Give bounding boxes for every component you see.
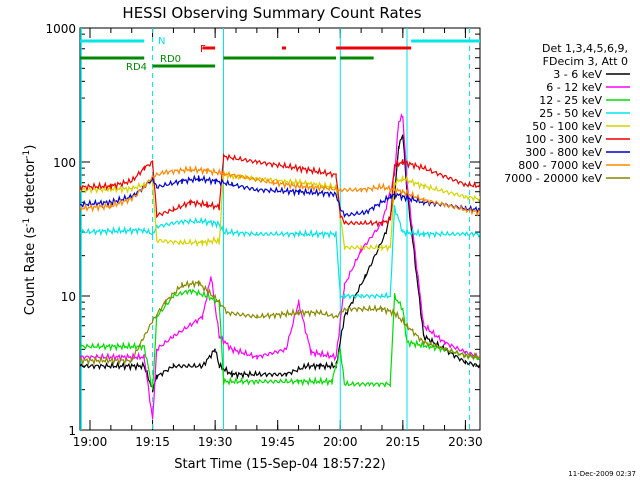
y-tick-label: 1 <box>68 424 76 438</box>
x-tick-label: 19:15 <box>135 435 170 449</box>
series-line <box>80 288 480 390</box>
legend-entry-label: 25 - 50 keV <box>539 107 602 120</box>
rd0-flag-label: RD0 <box>160 54 181 65</box>
y-tick-label: 10 <box>61 290 76 304</box>
chart-title: HESSI Observing Summary Count Rates <box>122 4 421 22</box>
series-line <box>80 134 480 393</box>
x-tick-label: 20:15 <box>386 435 421 449</box>
legend-entry-label: 6 - 12 keV <box>546 81 602 94</box>
legend-header-line-1: Det 1,3,4,5,6,9, <box>542 42 628 55</box>
legend: Det 1,3,4,5,6,9, FDecim 3, Att 0 3 - 6 k… <box>504 42 630 185</box>
plot-area: 1 10 100 1000 19:00 19:15 19:30 19:45 20:00 20:15… <box>45 22 482 449</box>
y-tick-label: 1000 <box>45 22 76 36</box>
series-line <box>80 152 480 228</box>
x-tick-label: 19:45 <box>260 435 295 449</box>
series-line <box>80 164 480 217</box>
legend-entry-label: 800 - 7000 keV <box>518 159 602 172</box>
night-flag-label: N <box>158 36 165 47</box>
legend-entry-label: 3 - 6 keV <box>553 68 602 81</box>
series-line <box>80 205 480 300</box>
y-axis-label: Count Rate (s-1 detector-1) <box>22 145 38 316</box>
y-axis-label-mid: detector <box>23 158 38 218</box>
legend-entry-label: 300 - 800 keV <box>525 146 602 159</box>
legend-header-line-2: FDecim 3, Att 0 <box>543 55 628 68</box>
legend-entry-label: 12 - 25 keV <box>539 94 602 107</box>
x-tick-label: 19:30 <box>198 435 233 449</box>
y-tick-label: 100 <box>53 156 76 170</box>
legend-entry-label: 50 - 100 keV <box>532 120 602 133</box>
series-line <box>80 279 480 366</box>
y-axis-label-main: Count Rate (s <box>23 227 38 316</box>
y-axis-label-end: ) <box>23 145 38 150</box>
footer-date: 11-Dec-2009 02:37 <box>568 470 636 478</box>
y-axis-label-sup: -1 <box>22 218 32 227</box>
x-tick-label: 20:00 <box>323 435 358 449</box>
plot-frame <box>79 27 481 431</box>
x-tick-label: 19:00 <box>73 435 108 449</box>
y-axis-label-sup2: -1 <box>22 150 32 159</box>
legend-entry-label: 7000 - 20000 keV <box>504 172 602 185</box>
flare-flag-label: F <box>200 44 206 55</box>
legend-entry-label: 100 - 300 keV <box>525 133 602 146</box>
series-group <box>80 113 480 420</box>
series-line <box>80 174 480 219</box>
x-tick-label: 20:30 <box>448 435 483 449</box>
x-axis-label: Start Time (15-Sep-04 18:57:22) <box>174 457 385 472</box>
rd4-flag-label: RD4 <box>126 62 147 73</box>
